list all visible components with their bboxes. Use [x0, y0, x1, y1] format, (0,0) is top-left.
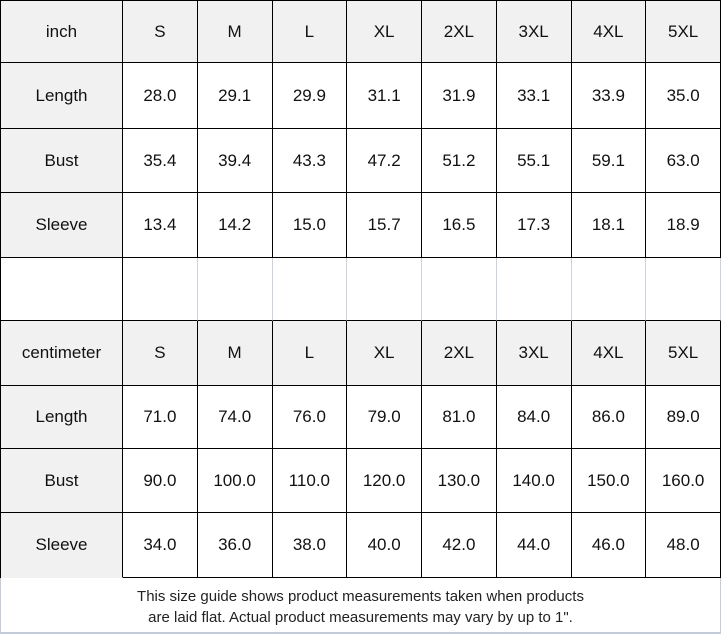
value-cell: 140.0 — [496, 449, 572, 513]
value-cell: 46.0 — [571, 513, 647, 578]
size-col-header: 2XL — [422, 1, 497, 63]
spacer-cell — [347, 258, 422, 321]
value-cell: 81.0 — [422, 386, 497, 449]
value-cell: 31.1 — [347, 63, 422, 129]
row-label-sleeve: Sleeve — [1, 513, 123, 578]
value-cell: 43.3 — [272, 129, 348, 193]
row-label-length: Length — [1, 63, 123, 129]
value-cell: 71.0 — [123, 386, 198, 449]
size-col-header: XL — [347, 1, 422, 63]
value-cell: 63.0 — [646, 129, 721, 193]
value-cell: 47.2 — [347, 129, 422, 193]
size-chart-table: inch S M L XL 2XL 3XL 4XL 5XL Length 28.… — [0, 0, 721, 578]
value-cell: 28.0 — [123, 63, 198, 129]
row-label-sleeve: Sleeve — [1, 193, 123, 258]
value-cell: 29.1 — [197, 63, 273, 129]
value-cell: 16.5 — [422, 193, 497, 258]
value-cell: 90.0 — [123, 449, 198, 513]
value-cell: 84.0 — [496, 386, 572, 449]
value-cell: 74.0 — [197, 386, 273, 449]
size-col-header: 5XL — [646, 1, 721, 63]
value-cell: 48.0 — [646, 513, 721, 578]
row-label-bust: Bust — [1, 449, 123, 513]
value-cell: 55.1 — [496, 129, 572, 193]
value-cell: 76.0 — [272, 386, 348, 449]
value-cell: 31.9 — [422, 63, 497, 129]
size-col-header: 2XL — [422, 321, 497, 386]
value-cell: 100.0 — [197, 449, 273, 513]
value-cell: 110.0 — [272, 449, 348, 513]
value-cell: 17.3 — [496, 193, 572, 258]
value-cell: 18.1 — [571, 193, 647, 258]
value-cell: 29.9 — [272, 63, 348, 129]
note-line-1: This size guide shows product measuremen… — [137, 588, 584, 605]
size-col-header: L — [272, 321, 348, 386]
spacer-cell — [197, 258, 273, 321]
value-cell: 15.0 — [272, 193, 348, 258]
size-col-header: 4XL — [571, 321, 647, 386]
value-cell: 51.2 — [422, 129, 497, 193]
spacer-cell — [422, 258, 497, 321]
value-cell: 40.0 — [347, 513, 422, 578]
value-cell: 59.1 — [571, 129, 647, 193]
spacer-cell — [1, 258, 123, 321]
note-line-2: are laid flat. Actual product measuremen… — [148, 609, 573, 626]
value-cell: 42.0 — [422, 513, 497, 578]
value-cell: 38.0 — [272, 513, 348, 578]
value-cell: 130.0 — [422, 449, 497, 513]
spacer-cell — [496, 258, 572, 321]
value-cell: 150.0 — [571, 449, 647, 513]
spacer-cell — [646, 258, 721, 321]
value-cell: 44.0 — [496, 513, 572, 578]
value-cell: 33.9 — [571, 63, 647, 129]
value-cell: 120.0 — [347, 449, 422, 513]
value-cell: 86.0 — [571, 386, 647, 449]
value-cell: 34.0 — [123, 513, 198, 578]
size-col-header: S — [123, 1, 198, 63]
size-col-header: M — [197, 321, 273, 386]
value-cell: 89.0 — [646, 386, 721, 449]
size-col-header: S — [123, 321, 198, 386]
value-cell: 33.1 — [496, 63, 572, 129]
size-guide-note: This size guide shows product measuremen… — [0, 578, 721, 634]
value-cell: 39.4 — [197, 129, 273, 193]
row-label-bust: Bust — [1, 129, 123, 193]
value-cell: 79.0 — [347, 386, 422, 449]
value-cell: 13.4 — [123, 193, 198, 258]
value-cell: 35.4 — [123, 129, 198, 193]
spacer-cell — [272, 258, 348, 321]
value-cell: 35.0 — [646, 63, 721, 129]
size-col-header: M — [197, 1, 273, 63]
unit-header-inch: inch — [1, 1, 123, 63]
spacer-cell — [123, 258, 198, 321]
size-col-header: 3XL — [496, 321, 572, 386]
size-col-header: XL — [347, 321, 422, 386]
unit-header-centimeter: centimeter — [1, 321, 123, 386]
value-cell: 160.0 — [646, 449, 721, 513]
value-cell: 18.9 — [646, 193, 721, 258]
size-col-header: 3XL — [496, 1, 572, 63]
spacer-cell — [571, 258, 647, 321]
value-cell: 15.7 — [347, 193, 422, 258]
row-label-length: Length — [1, 386, 123, 449]
size-col-header: 5XL — [646, 321, 721, 386]
value-cell: 36.0 — [197, 513, 273, 578]
value-cell: 14.2 — [197, 193, 273, 258]
size-col-header: 4XL — [571, 1, 647, 63]
size-col-header: L — [272, 1, 348, 63]
